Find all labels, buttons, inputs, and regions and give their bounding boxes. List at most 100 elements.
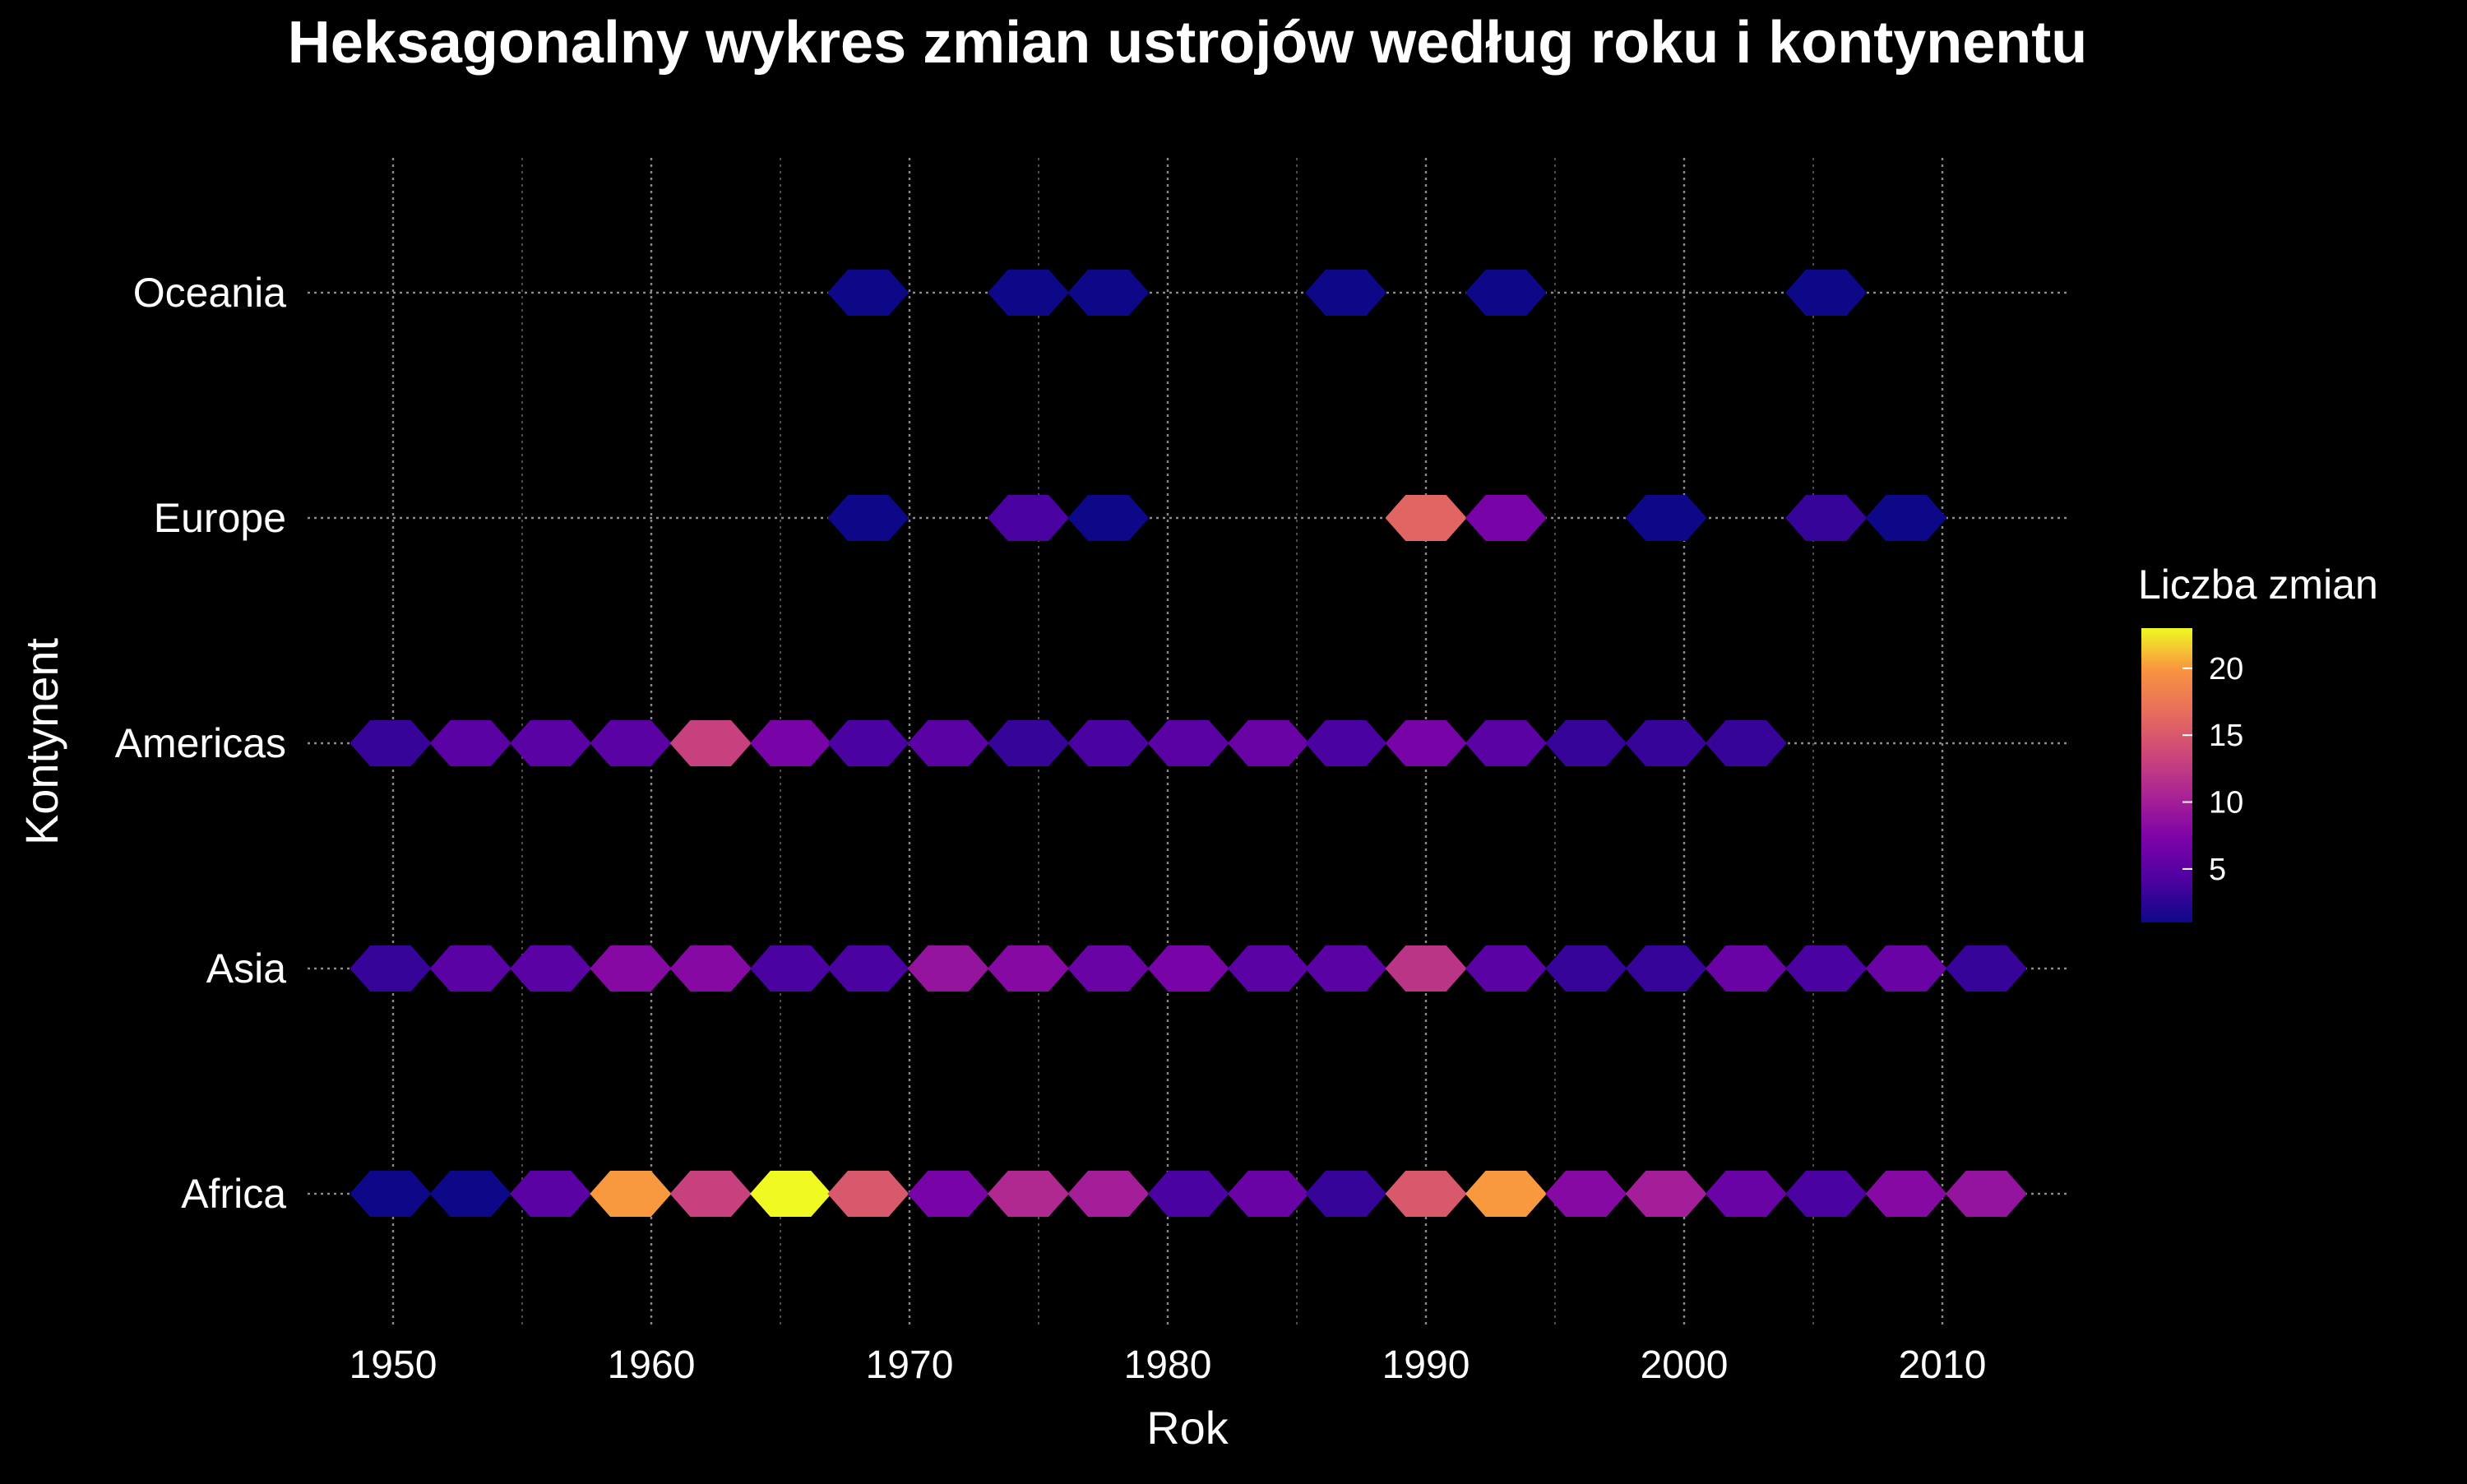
hex-bin-africa (1705, 1171, 1787, 1217)
hex-bin-africa (750, 1171, 832, 1217)
hex-bin-africa (1785, 1171, 1868, 1217)
x-axis-title: Rok (1146, 1402, 1229, 1454)
hex-bin-africa (429, 1171, 511, 1217)
hex-bin-americas (987, 720, 1069, 766)
hex-bin-africa (349, 1171, 432, 1217)
hex-bin-americas (1147, 720, 1229, 766)
hex-bin-asia (750, 945, 832, 992)
chart-title: Heksagonalny wykres zmian ustrojów wedłu… (288, 10, 2087, 76)
axis-layer: 1950 1960 1970 1980 1990 2000 2010 Africa Asia Am… (115, 270, 1987, 1387)
x-tick-label: 1970 (866, 1343, 954, 1387)
hex-bin-americas (750, 720, 832, 766)
hex-bin-asia (1147, 945, 1229, 992)
hex-bin-europe (987, 495, 1069, 541)
hex-bin-europe (1067, 495, 1150, 541)
legend-title: Liczba zmian (2138, 562, 2378, 608)
hex-bin-asia (987, 945, 1069, 992)
hex-layer (349, 270, 2027, 1217)
hex-bin-americas (1625, 720, 1707, 766)
hex-bin-africa (827, 1171, 910, 1217)
hex-bin-asia (1705, 945, 1787, 992)
hex-bin-asia (1227, 945, 1309, 992)
x-tick-label: 2000 (1641, 1343, 1729, 1387)
y-axis-title: Kontynent (16, 637, 67, 845)
hex-bin-europe (1785, 495, 1868, 541)
legend: Liczba zmian 5 10 15 20 (2138, 562, 2378, 922)
hex-bin-europe (1865, 495, 1947, 541)
hex-bin-africa (1945, 1171, 2027, 1217)
hex-bin-europe (1465, 495, 1547, 541)
hex-bin-asia (1865, 945, 1947, 992)
hex-bin-europe (1625, 495, 1707, 541)
legend-tick-label: 20 (2209, 652, 2243, 687)
hex-bin-africa (1147, 1171, 1229, 1217)
hex-bin-americas (1227, 720, 1309, 766)
hex-bin-africa (590, 1171, 672, 1217)
legend-tick-label: 10 (2209, 786, 2243, 821)
hex-bin-asia (907, 945, 989, 992)
hex-bin-africa (1385, 1171, 1467, 1217)
hex-bin-oceania (1465, 270, 1547, 316)
hex-bin-oceania (1305, 270, 1387, 316)
y-tick-label: Europe (154, 495, 286, 541)
hex-bin-asia (1305, 945, 1387, 992)
hex-bin-americas (1305, 720, 1387, 766)
legend-tick-label: 15 (2209, 719, 2243, 753)
hex-bin-americas (349, 720, 432, 766)
legend-ticks: 5 10 15 20 (2182, 652, 2243, 887)
hex-bin-asia (590, 945, 672, 992)
hex-bin-asia (1945, 945, 2027, 992)
legend-tick-label: 5 (2209, 853, 2226, 887)
hex-bin-africa (1305, 1171, 1387, 1217)
hex-bin-asia (827, 945, 910, 992)
hex-bin-americas (907, 720, 989, 766)
legend-colorbar (2141, 628, 2192, 922)
hex-bin-americas (669, 720, 752, 766)
x-tick-label: 1950 (349, 1343, 437, 1387)
hex-bin-americas (1705, 720, 1787, 766)
x-tick-label: 2010 (1899, 1343, 1987, 1387)
hex-bin-asia (1545, 945, 1627, 992)
y-tick-label: Africa (181, 1171, 286, 1217)
hex-bin-europe (827, 495, 910, 541)
x-tick-label: 1960 (608, 1343, 696, 1387)
hex-bin-asia (669, 945, 752, 992)
y-tick-label: Oceania (133, 270, 286, 316)
hex-bin-europe (1385, 495, 1467, 541)
hex-bin-africa (1067, 1171, 1150, 1217)
hex-bin-asia (1067, 945, 1150, 992)
hex-bin-africa (510, 1171, 592, 1217)
hex-bin-africa (1865, 1171, 1947, 1217)
hex-bin-americas (1465, 720, 1547, 766)
hex-bin-americas (429, 720, 511, 766)
hex-bin-asia (429, 945, 511, 992)
x-tick-label: 1990 (1382, 1343, 1470, 1387)
hex-bin-africa (669, 1171, 752, 1217)
hex-bin-asia (1785, 945, 1868, 992)
hex-bin-africa (1227, 1171, 1309, 1217)
hex-bin-asia (349, 945, 432, 992)
hex-bin-americas (510, 720, 592, 766)
hex-bin-africa (987, 1171, 1069, 1217)
hex-bin-asia (1625, 945, 1707, 992)
hex-bin-oceania (987, 270, 1069, 316)
y-tick-label: Americas (115, 720, 286, 766)
hex-bin-asia (1385, 945, 1467, 992)
hex-bin-oceania (1067, 270, 1150, 316)
hex-bin-africa (1545, 1171, 1627, 1217)
hex-bin-americas (590, 720, 672, 766)
hex-bin-americas (827, 720, 910, 766)
hex-bin-africa (907, 1171, 989, 1217)
hex-bin-americas (1067, 720, 1150, 766)
hex-bin-americas (1545, 720, 1627, 766)
y-tick-label: Asia (206, 945, 286, 992)
hex-bin-africa (1465, 1171, 1547, 1217)
hex-bin-asia (510, 945, 592, 992)
hex-bin-americas (1385, 720, 1467, 766)
hex-bin-asia (1465, 945, 1547, 992)
hex-bin-oceania (1785, 270, 1868, 316)
hex-bin-oceania (827, 270, 910, 316)
hex-bin-africa (1625, 1171, 1707, 1217)
